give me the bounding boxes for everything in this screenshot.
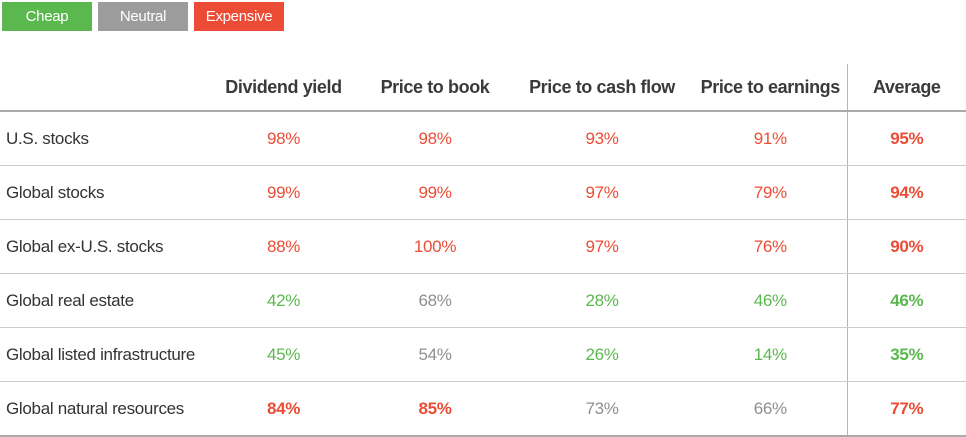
value-cell: 14% bbox=[694, 327, 847, 382]
column-header: Price to cash flow bbox=[510, 64, 694, 112]
header-row: Dividend yield Price to book Price to ca… bbox=[0, 64, 966, 112]
column-header: Price to earnings bbox=[694, 64, 847, 112]
row-label: Global natural resources bbox=[0, 381, 207, 437]
table-row: Global ex-U.S. stocks 88% 100% 97% 76% 90% bbox=[0, 219, 966, 274]
average-cell: 46% bbox=[846, 273, 966, 328]
row-label-header bbox=[0, 64, 207, 112]
average-cell: 77% bbox=[846, 381, 966, 437]
value-cell: 73% bbox=[510, 381, 694, 437]
value-cell: 85% bbox=[360, 381, 510, 437]
value-cell: 98% bbox=[360, 111, 510, 166]
row-label: Global ex-U.S. stocks bbox=[0, 219, 207, 274]
value-cell: 99% bbox=[360, 165, 510, 220]
column-header-average: Average bbox=[846, 64, 966, 112]
value-cell: 46% bbox=[694, 273, 847, 328]
value-cell: 28% bbox=[510, 273, 694, 328]
value-cell: 97% bbox=[510, 219, 694, 274]
average-cell: 94% bbox=[846, 165, 966, 220]
value-cell: 54% bbox=[360, 327, 510, 382]
row-label: U.S. stocks bbox=[0, 111, 207, 166]
value-cell: 45% bbox=[207, 327, 360, 382]
value-cell: 93% bbox=[510, 111, 694, 166]
legend-expensive: Expensive bbox=[194, 2, 284, 31]
value-cell: 26% bbox=[510, 327, 694, 382]
value-cell: 76% bbox=[694, 219, 847, 274]
value-cell: 79% bbox=[694, 165, 847, 220]
value-cell: 100% bbox=[360, 219, 510, 274]
table-row: U.S. stocks 98% 98% 93% 91% 95% bbox=[0, 111, 966, 166]
value-cell: 88% bbox=[207, 219, 360, 274]
value-cell: 98% bbox=[207, 111, 360, 166]
value-cell: 42% bbox=[207, 273, 360, 328]
value-cell: 97% bbox=[510, 165, 694, 220]
table-row: Global stocks 99% 99% 97% 79% 94% bbox=[0, 165, 966, 220]
row-label: Global real estate bbox=[0, 273, 207, 328]
table-row: Global natural resources 84% 85% 73% 66% 77% bbox=[0, 381, 966, 437]
row-label: Global stocks bbox=[0, 165, 207, 220]
row-label: Global listed infrastructure bbox=[0, 327, 207, 382]
table-row: Global listed infrastructure 45% 54% 26% 14%… bbox=[0, 327, 966, 382]
value-cell: 84% bbox=[207, 381, 360, 437]
value-cell: 99% bbox=[207, 165, 360, 220]
value-cell: 91% bbox=[694, 111, 847, 166]
average-cell: 35% bbox=[846, 327, 966, 382]
legend: Cheap Neutral Expensive bbox=[2, 2, 284, 31]
average-cell: 90% bbox=[846, 219, 966, 274]
value-cell: 66% bbox=[694, 381, 847, 437]
average-cell: 95% bbox=[846, 111, 966, 166]
column-header: Dividend yield bbox=[207, 64, 360, 112]
column-header: Price to book bbox=[360, 64, 510, 112]
valuation-table: Dividend yield Price to book Price to ca… bbox=[0, 64, 966, 437]
legend-neutral: Neutral bbox=[98, 2, 188, 31]
legend-cheap: Cheap bbox=[2, 2, 92, 31]
table-row: Global real estate 42% 68% 28% 46% 46% bbox=[0, 273, 966, 328]
value-cell: 68% bbox=[360, 273, 510, 328]
